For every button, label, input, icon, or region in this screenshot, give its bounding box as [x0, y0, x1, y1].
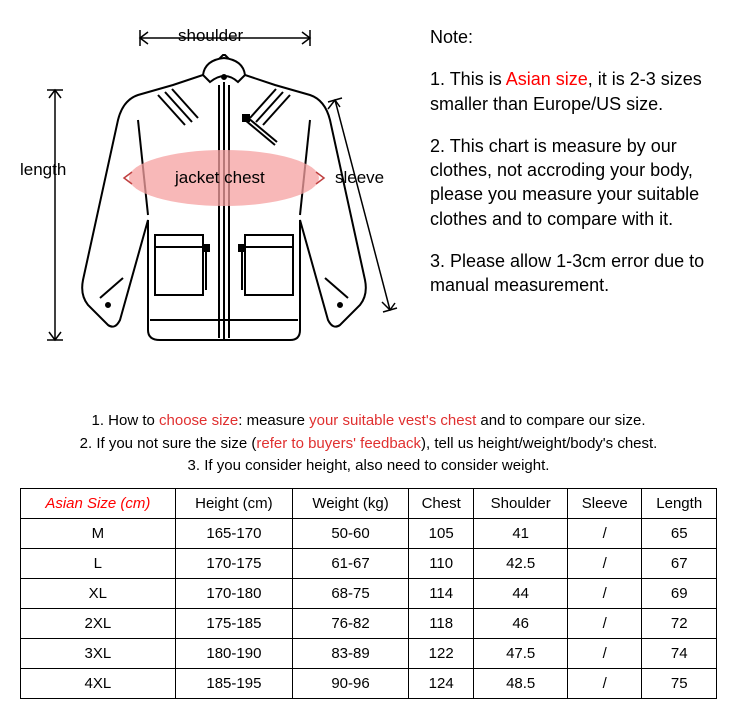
table-cell: 110	[408, 548, 473, 578]
table-cell: 61-67	[293, 548, 409, 578]
instructions: 1. How to choose size: measure your suit…	[20, 410, 717, 478]
table-row: 4XL185-19590-9612448.5/75	[21, 668, 717, 698]
note1-pre: 1. This is	[430, 69, 506, 89]
table-cell: L	[21, 548, 176, 578]
table-cell: 124	[408, 668, 473, 698]
col-chest: Chest	[408, 488, 473, 518]
table-header-row: Asian Size (cm) Height (cm) Weight (kg) …	[21, 488, 717, 518]
label-length: length	[20, 160, 66, 180]
table-cell: 4XL	[21, 668, 176, 698]
table-cell: 3XL	[21, 638, 176, 668]
table-cell: 170-180	[175, 578, 292, 608]
col-shoulder: Shoulder	[474, 488, 568, 518]
table-cell: 118	[408, 608, 473, 638]
table-cell: 76-82	[293, 608, 409, 638]
note-3: 3. Please allow 1-3cm error due to manua…	[430, 249, 717, 298]
i1e: and to compare our size.	[476, 412, 645, 429]
col-asian-size: Asian Size (cm)	[21, 488, 176, 518]
notes-area: Note: 1. This is Asian size, it is 2-3 s…	[430, 20, 717, 370]
i1b: choose size	[159, 412, 238, 429]
table-cell: 114	[408, 578, 473, 608]
i2c: ), tell us height/weight/body's chest.	[421, 435, 657, 452]
label-chest: jacket chest	[175, 168, 265, 188]
table-cell: 46	[474, 608, 568, 638]
jacket-diagram: shoulder length sleeve jacket chest	[20, 20, 410, 370]
table-cell: 75	[642, 668, 717, 698]
table-cell: /	[568, 518, 642, 548]
table-cell: 2XL	[21, 608, 176, 638]
table-cell: 165-170	[175, 518, 292, 548]
i1d: your suitable vest's chest	[309, 412, 476, 429]
table-row: L170-17561-6711042.5/67	[21, 548, 717, 578]
table-cell: 47.5	[474, 638, 568, 668]
table-cell: 122	[408, 638, 473, 668]
table-cell: 185-195	[175, 668, 292, 698]
note-1: 1. This is Asian size, it is 2-3 sizes s…	[430, 67, 717, 116]
instruction-1: 1. How to choose size: measure your suit…	[20, 410, 717, 433]
col-weight: Weight (kg)	[293, 488, 409, 518]
table-cell: /	[568, 638, 642, 668]
label-sleeve: sleeve	[335, 168, 384, 188]
table-cell: /	[568, 548, 642, 578]
table-cell: 175-185	[175, 608, 292, 638]
table-cell: 90-96	[293, 668, 409, 698]
table-cell: 180-190	[175, 638, 292, 668]
i2a: 2. If you not sure the size (	[80, 435, 257, 452]
table-body: M165-17050-6010541/65L170-17561-6711042.…	[21, 518, 717, 698]
table-cell: 67	[642, 548, 717, 578]
table-cell: 44	[474, 578, 568, 608]
table-cell: 105	[408, 518, 473, 548]
col-length: Length	[642, 488, 717, 518]
table-cell: /	[568, 608, 642, 638]
table-row: M165-17050-6010541/65	[21, 518, 717, 548]
note1-red: Asian size	[506, 69, 588, 89]
table-row: 3XL180-19083-8912247.5/74	[21, 638, 717, 668]
table-cell: 50-60	[293, 518, 409, 548]
label-shoulder: shoulder	[178, 26, 243, 46]
i1a: 1. How to	[92, 412, 160, 429]
table-cell: 65	[642, 518, 717, 548]
notes-title: Note:	[430, 25, 717, 49]
table-cell: 69	[642, 578, 717, 608]
size-table: Asian Size (cm) Height (cm) Weight (kg) …	[20, 488, 717, 699]
table-cell: 83-89	[293, 638, 409, 668]
table-row: XL170-18068-7511444/69	[21, 578, 717, 608]
table-cell: 68-75	[293, 578, 409, 608]
col-sleeve: Sleeve	[568, 488, 642, 518]
table-cell: XL	[21, 578, 176, 608]
table-cell: /	[568, 668, 642, 698]
jacket-svg	[20, 20, 410, 370]
i1c: : measure	[238, 412, 309, 429]
top-section: shoulder length sleeve jacket chest Note…	[0, 0, 737, 380]
instruction-3: 3. If you consider height, also need to …	[20, 455, 717, 478]
table-cell: /	[568, 578, 642, 608]
col-height: Height (cm)	[175, 488, 292, 518]
note-2: 2. This chart is measure by our clothes,…	[430, 134, 717, 231]
table-cell: 42.5	[474, 548, 568, 578]
table-cell: 170-175	[175, 548, 292, 578]
table-cell: 74	[642, 638, 717, 668]
table-cell: M	[21, 518, 176, 548]
i2b: refer to buyers' feedback	[256, 435, 421, 452]
table-cell: 41	[474, 518, 568, 548]
table-cell: 48.5	[474, 668, 568, 698]
table-cell: 72	[642, 608, 717, 638]
instruction-2: 2. If you not sure the size (refer to bu…	[20, 433, 717, 456]
table-row: 2XL175-18576-8211846/72	[21, 608, 717, 638]
